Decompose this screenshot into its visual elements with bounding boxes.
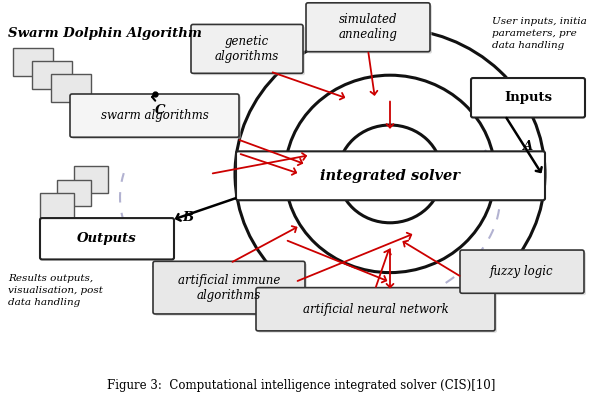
Text: C: C	[155, 104, 166, 117]
Text: A: A	[522, 140, 532, 153]
FancyBboxPatch shape	[32, 61, 72, 89]
FancyBboxPatch shape	[13, 48, 53, 76]
FancyBboxPatch shape	[460, 250, 584, 293]
Text: swarm algorithms: swarm algorithms	[101, 109, 208, 122]
FancyBboxPatch shape	[70, 94, 239, 137]
FancyBboxPatch shape	[462, 252, 586, 295]
FancyBboxPatch shape	[51, 74, 91, 102]
FancyBboxPatch shape	[57, 180, 91, 206]
FancyBboxPatch shape	[191, 24, 303, 73]
Text: Inputs: Inputs	[504, 91, 552, 104]
Text: artificial neural network: artificial neural network	[303, 303, 448, 316]
FancyBboxPatch shape	[256, 288, 495, 331]
Text: B: B	[182, 211, 194, 224]
Text: integrated solver: integrated solver	[320, 169, 461, 183]
FancyBboxPatch shape	[40, 218, 174, 259]
FancyBboxPatch shape	[308, 5, 432, 54]
Text: artificial immune
algorithms: artificial immune algorithms	[178, 274, 280, 302]
FancyBboxPatch shape	[155, 263, 307, 316]
FancyBboxPatch shape	[193, 26, 305, 75]
Text: User inputs, initia
parameters, pre
data handling: User inputs, initia parameters, pre data…	[492, 17, 587, 50]
FancyBboxPatch shape	[306, 3, 430, 52]
FancyBboxPatch shape	[258, 290, 497, 333]
Text: Swarm Dolphin Algorithm: Swarm Dolphin Algorithm	[8, 27, 202, 40]
Text: simulated
annealing: simulated annealing	[338, 13, 397, 41]
FancyBboxPatch shape	[72, 96, 241, 139]
Text: genetic
algorithms: genetic algorithms	[215, 35, 279, 63]
FancyBboxPatch shape	[471, 78, 585, 117]
FancyBboxPatch shape	[153, 261, 305, 314]
Text: Outputs: Outputs	[77, 232, 137, 245]
Text: Results outputs,
visualisation, post
data handling: Results outputs, visualisation, post dat…	[8, 275, 103, 307]
Text: Figure 3:  Computational intelligence integrated solver (CIS)[10]: Figure 3: Computational intelligence int…	[107, 379, 495, 392]
Text: fuzzy logic: fuzzy logic	[490, 265, 554, 278]
FancyBboxPatch shape	[236, 151, 545, 200]
FancyBboxPatch shape	[74, 166, 108, 193]
FancyBboxPatch shape	[40, 193, 74, 219]
